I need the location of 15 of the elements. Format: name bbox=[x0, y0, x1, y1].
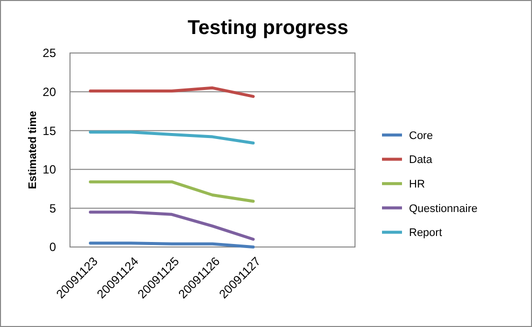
legend-label: HR bbox=[409, 178, 425, 190]
legend-label: Report bbox=[409, 227, 442, 240]
legend-label: Core bbox=[409, 130, 433, 142]
y-tick-label: 15 bbox=[42, 124, 56, 138]
y-tick-label: 0 bbox=[49, 240, 56, 254]
legend-label: Questionnaire bbox=[409, 202, 478, 215]
y-tick-label: 10 bbox=[42, 162, 56, 177]
line-series bbox=[88, 210, 255, 241]
y-axis-title: Estimated time bbox=[27, 110, 39, 190]
chart-title: Testing progress bbox=[188, 17, 348, 39]
y-tick-label: 25 bbox=[42, 46, 56, 60]
y-tick-label: 5 bbox=[49, 201, 56, 216]
y-tick-label: 20 bbox=[42, 85, 56, 99]
line-series bbox=[88, 130, 255, 145]
legend-label: Data bbox=[409, 154, 434, 166]
